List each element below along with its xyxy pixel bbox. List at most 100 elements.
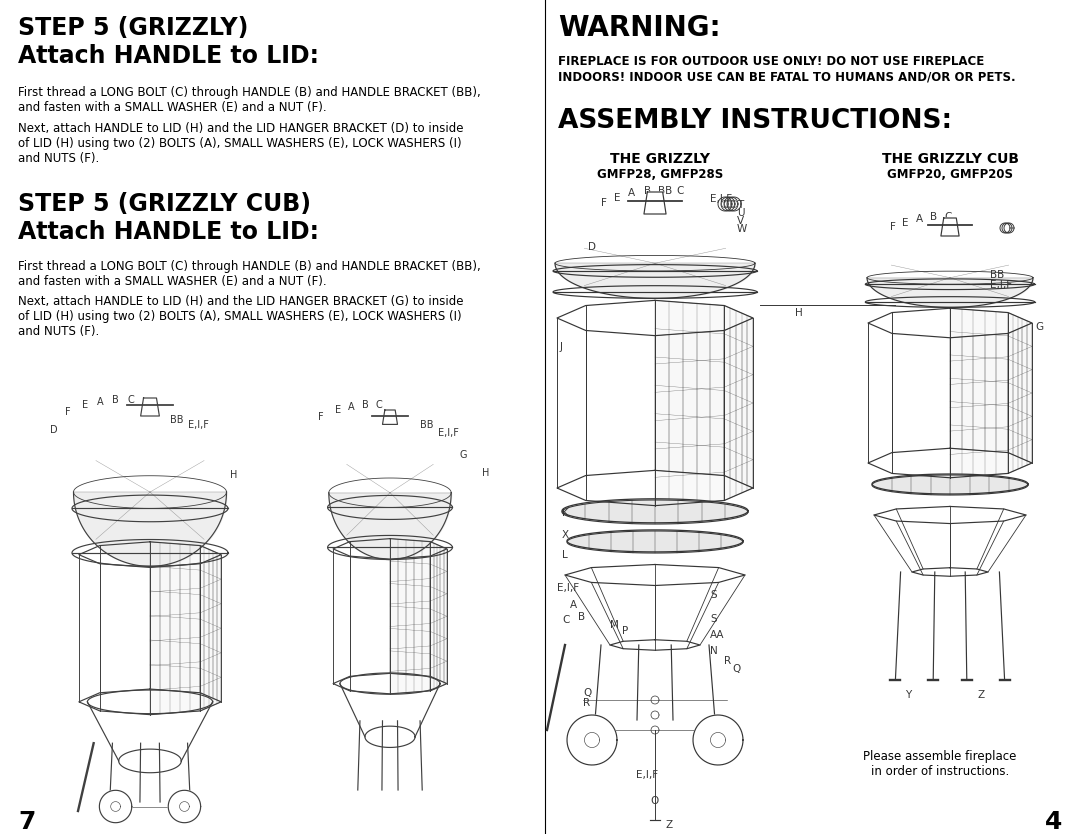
Text: A: A [97,397,104,407]
Text: P: P [622,626,629,636]
Text: X: X [562,530,569,540]
Text: O: O [650,796,658,806]
Polygon shape [150,542,200,693]
Text: B: B [644,186,651,196]
Text: FIREPLACE IS FOR OUTDOOR USE ONLY! DO NOT USE FIREPLACE
INDOORS! INDOOR USE CAN : FIREPLACE IS FOR OUTDOOR USE ONLY! DO NO… [558,55,1015,83]
Text: Next, attach HANDLE to LID (H) and the LID HANGER BRACKET (G) to inside
of LID (: Next, attach HANDLE to LID (H) and the L… [18,295,463,338]
Polygon shape [693,715,743,765]
Text: F: F [318,412,324,422]
Polygon shape [140,398,160,416]
Polygon shape [1008,313,1032,463]
Text: C: C [944,212,951,222]
Text: STEP 5 (GRIZZLY CUB)
Attach HANDLE to LID:: STEP 5 (GRIZZLY CUB) Attach HANDLE to LI… [18,192,319,244]
Text: E: E [615,193,621,203]
Text: K: K [562,508,569,518]
Polygon shape [168,791,201,822]
Text: G: G [460,450,468,460]
Text: D: D [50,425,57,435]
Text: BB: BB [658,186,672,196]
Text: T: T [737,200,743,210]
Text: 4: 4 [1044,810,1062,834]
Polygon shape [725,318,753,500]
Text: N: N [710,646,718,656]
Text: C: C [127,395,134,405]
Polygon shape [950,334,1008,478]
Text: E,I,F: E,I,F [990,280,1012,290]
Text: BB: BB [990,270,1004,280]
Text: B: B [930,212,937,222]
Text: C: C [676,186,684,196]
Polygon shape [654,330,725,505]
Text: R: R [724,656,731,666]
Polygon shape [99,791,132,822]
Text: AA: AA [710,630,725,640]
Text: ASSEMBLY INSTRUCTIONS:: ASSEMBLY INSTRUCTIONS: [558,108,953,134]
Text: E,I,F: E,I,F [188,420,208,430]
Text: F: F [65,407,70,417]
Text: E: E [335,405,341,415]
Text: F: F [600,198,607,208]
Text: BB: BB [170,415,184,425]
Text: V: V [737,216,744,226]
Text: Q: Q [583,688,591,698]
Polygon shape [150,564,200,715]
Polygon shape [654,300,725,475]
Text: Please assemble fireplace
in order of instructions.: Please assemble fireplace in order of in… [863,750,1016,778]
Text: Z: Z [978,690,985,700]
Text: E: E [82,400,89,410]
Polygon shape [941,218,959,236]
Text: Next, attach HANDLE to LID (H) and the LID HANGER BRACKET (D) to inside
of LID (: Next, attach HANDLE to LID (H) and the L… [18,122,463,165]
Text: 7: 7 [18,810,36,834]
Text: A: A [348,402,354,412]
Polygon shape [200,545,221,702]
Text: GMFP28, GMFP28S: GMFP28, GMFP28S [597,168,724,181]
Text: J: J [561,342,563,352]
Text: WARNING:: WARNING: [558,14,720,42]
Text: E,I,F: E,I,F [636,770,658,780]
Polygon shape [567,531,743,553]
Polygon shape [382,410,397,425]
Text: First thread a LONG BOLT (C) through HANDLE (B) and HANDLE BRACKET (BB),
and fas: First thread a LONG BOLT (C) through HAN… [18,86,481,114]
Polygon shape [725,305,753,488]
Text: U: U [737,208,744,218]
Text: A: A [627,188,635,198]
Text: Y: Y [905,690,912,700]
Text: A: A [916,214,923,224]
Text: L: L [562,550,568,560]
Text: First thread a LONG BOLT (C) through HANDLE (B) and HANDLE BRACKET (BB),
and fas: First thread a LONG BOLT (C) through HAN… [18,260,481,288]
Text: THE GRIZZLY: THE GRIZZLY [610,152,710,166]
Text: B: B [112,395,119,405]
Polygon shape [430,541,447,684]
Text: H: H [230,470,238,480]
Text: C: C [562,615,569,625]
Text: S: S [710,590,717,600]
Polygon shape [562,500,748,524]
Polygon shape [390,539,430,676]
Text: F: F [890,222,896,232]
Polygon shape [950,309,1008,453]
Polygon shape [200,555,221,711]
Text: M: M [610,620,619,630]
Text: Z: Z [665,820,672,830]
Text: GMFP20, GMFP20S: GMFP20, GMFP20S [887,168,1013,181]
Polygon shape [567,715,617,765]
Polygon shape [430,549,447,691]
Text: THE GRIZZLY CUB: THE GRIZZLY CUB [881,152,1018,166]
Text: C: C [376,400,382,410]
Polygon shape [390,556,430,694]
Text: BB: BB [420,420,433,430]
Text: E,I,F: E,I,F [557,583,579,593]
Polygon shape [872,475,1028,495]
Text: B: B [362,400,368,410]
Text: H: H [795,308,802,318]
Text: D: D [588,242,596,252]
Polygon shape [1008,323,1032,474]
Text: W: W [737,224,747,234]
Polygon shape [644,192,666,214]
Text: A: A [570,600,577,610]
Text: B: B [578,612,585,622]
Text: S: S [710,614,717,624]
Text: STEP 5 (GRIZZLY)
Attach HANDLE to LID:: STEP 5 (GRIZZLY) Attach HANDLE to LID: [18,16,319,68]
Text: E,I,F: E,I,F [710,194,732,204]
Text: G: G [1035,322,1043,332]
